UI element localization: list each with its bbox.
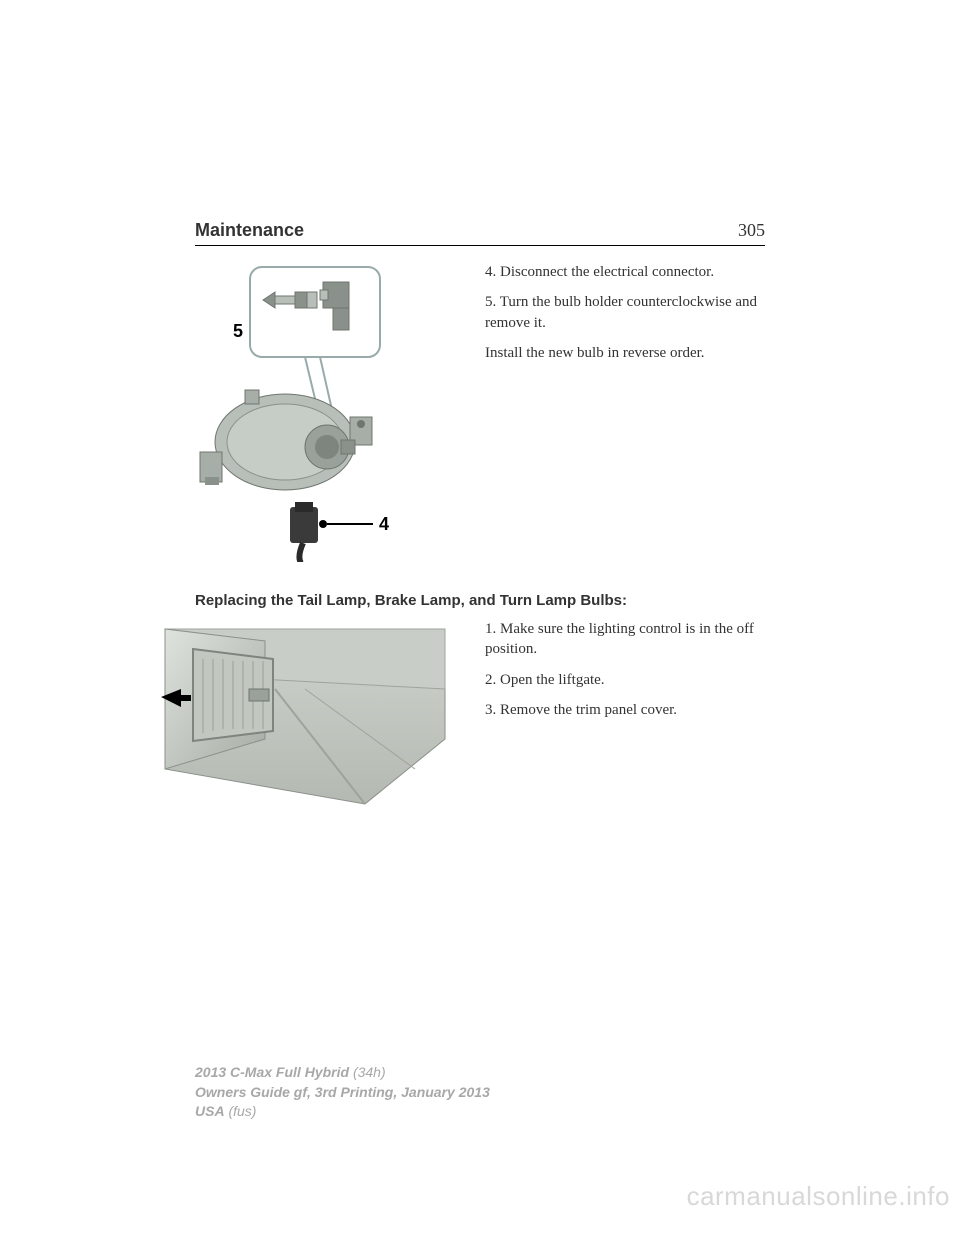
figure-fog-lamp: 5: [155, 262, 475, 562]
subheading: Replacing the Tail Lamp, Brake Lamp, and…: [195, 592, 765, 609]
footer-guide: Owners Guide gf, 3rd Printing, January 2…: [195, 1084, 490, 1100]
footer-code: (34h): [353, 1064, 386, 1080]
footer: 2013 C-Max Full Hybrid (34h) Owners Guid…: [195, 1063, 490, 1122]
step-4: 4. Disconnect the electrical connector.: [485, 262, 765, 282]
sec2-text: 1. Make sure the lighting control is in …: [485, 619, 765, 730]
section-title: Maintenance: [195, 220, 304, 241]
step-5: 5. Turn the bulb holder counterclockwise…: [485, 292, 765, 333]
step-3: 3. Remove the trim panel cover.: [485, 700, 765, 720]
watermark: carmanualsonline.info: [687, 1181, 950, 1212]
page-number: 305: [738, 220, 765, 241]
footer-region: USA: [195, 1103, 225, 1119]
step-2: 2. Open the liftgate.: [485, 670, 765, 690]
sec1-text: 4. Disconnect the electrical connector. …: [485, 262, 765, 373]
callout-5-label: 5: [233, 321, 243, 341]
install-note: Install the new bulb in reverse order.: [485, 343, 765, 363]
page-header: Maintenance 305: [195, 220, 765, 246]
callout-4-label: 4: [379, 514, 389, 534]
footer-region-code: (fus): [228, 1103, 256, 1119]
footer-model: 2013 C-Max Full Hybrid: [195, 1064, 349, 1080]
step-1: 1. Make sure the lighting control is in …: [485, 619, 765, 660]
figure-liftgate-panel: [155, 619, 455, 809]
